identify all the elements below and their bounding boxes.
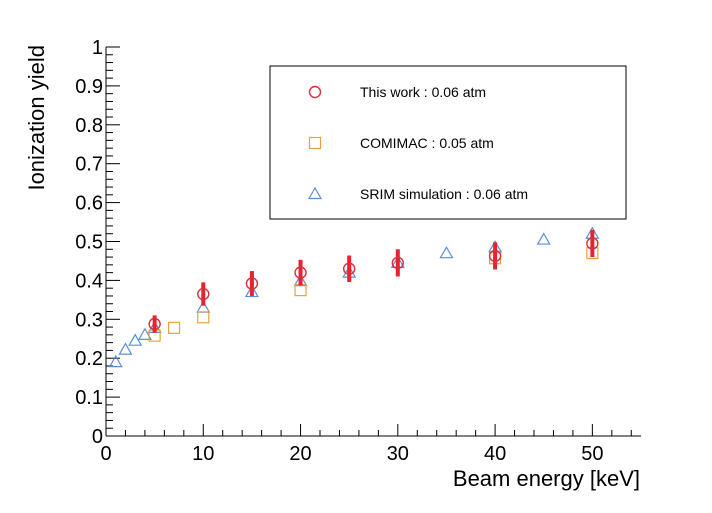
axes: 0 10 20 30 40 50 0 0.1 0.2 0.3 0.4 0.5 0.6 0.7 0.8 0.9 1 (75, 37, 641, 465)
srim-simulation-point (137, 327, 152, 340)
srim-simulation-point (244, 284, 259, 298)
srim-simulation-point (536, 232, 551, 245)
legend-this-work-marker (308, 85, 322, 99)
x-tick-label: 20 (289, 443, 311, 465)
this-work-point (148, 317, 161, 331)
this-work-point (245, 277, 259, 290)
x-tick-label: 40 (484, 443, 506, 465)
x-tick-label: 0 (100, 443, 111, 465)
y-tick-label: 0.8 (75, 115, 103, 137)
this-work-point (586, 237, 599, 250)
x-tick-label: 10 (192, 443, 214, 465)
this-work-point (342, 262, 356, 275)
legend-comimac-marker (308, 136, 322, 150)
y-tick-label: 0.9 (75, 76, 103, 98)
this-work-point (197, 287, 210, 301)
legend-srim-simulation-label: SRIM simulation : 0.06 atm (360, 186, 528, 202)
y-tick-label: 0 (92, 426, 103, 448)
y-tick-label: 0.5 (75, 232, 103, 254)
this-work-point (391, 256, 405, 270)
y-tick-label: 0.6 (75, 193, 103, 215)
y-tick-label: 1 (92, 37, 103, 59)
legend-comimac-label: COMIMAC : 0.05 atm (360, 135, 494, 151)
comimac-point (197, 311, 210, 324)
y-tick-label: 0.1 (75, 387, 103, 409)
srim-simulation-point (118, 342, 133, 355)
legend-srim-simulation-marker (307, 186, 323, 200)
legend-this-work-label: This work : 0.06 atm (360, 84, 486, 100)
this-work-point (488, 249, 502, 263)
legend-box (269, 65, 627, 220)
y-tick-label: 0.3 (75, 309, 103, 331)
x-axis-title: Beam energy [keV] (453, 466, 640, 491)
y-axis-title: Ionization yield (24, 45, 49, 191)
srim-simulation-point (439, 245, 454, 259)
srim-simulation-point (108, 354, 123, 368)
y-tick-label: 0.2 (75, 348, 103, 370)
plot-marks (108, 226, 600, 368)
srim-simulation-point (293, 273, 308, 287)
x-tick-label: 50 (581, 443, 603, 465)
x-tick-label: 30 (387, 443, 409, 465)
legend: This work : 0.06 atm COMIMAC : 0.05 atm SR… (269, 65, 627, 220)
y-tick-label: 0.4 (75, 270, 103, 292)
this-work-point (294, 266, 307, 279)
y-tick-label: 0.7 (75, 154, 103, 176)
comimac-point (167, 321, 181, 334)
